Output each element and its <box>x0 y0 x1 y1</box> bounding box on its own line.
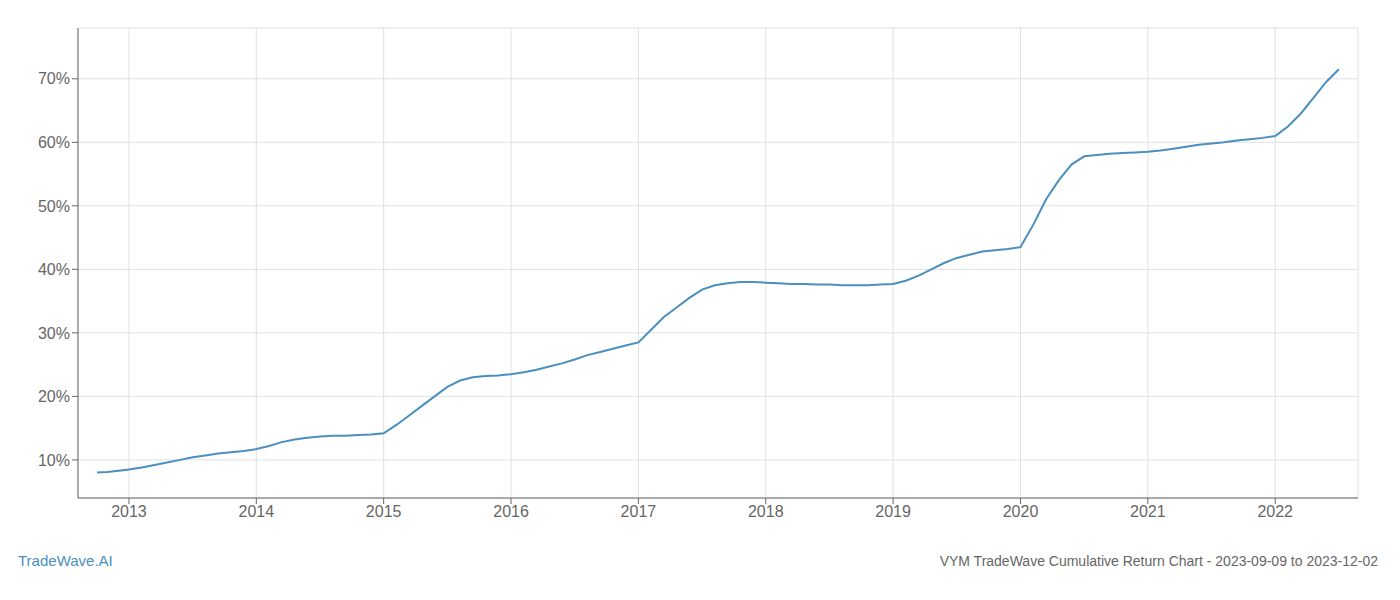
svg-text:40%: 40% <box>38 261 70 278</box>
svg-text:30%: 30% <box>38 325 70 342</box>
svg-text:2019: 2019 <box>875 503 911 520</box>
html-text:TradeWave.AI: TradeWave.AI <box>18 552 113 569</box>
svg-text:2022: 2022 <box>1257 503 1293 520</box>
svg-text:2018: 2018 <box>748 503 784 520</box>
svg-text:2013: 2013 <box>111 503 147 520</box>
svg-text:2015: 2015 <box>366 503 402 520</box>
svg-text:2016: 2016 <box>493 503 529 520</box>
svg-text:70%: 70% <box>38 70 70 87</box>
svg-text:2021: 2021 <box>1130 503 1166 520</box>
svg-text:2017: 2017 <box>621 503 657 520</box>
svg-text:60%: 60% <box>38 134 70 151</box>
svg-text:50%: 50% <box>38 198 70 215</box>
svg-text:2014: 2014 <box>239 503 275 520</box>
svg-text:10%: 10% <box>38 452 70 469</box>
svg-text:20%: 20% <box>38 388 70 405</box>
html-text:VYM TradeWave Cumulative Retur: VYM TradeWave Cumulative Return Chart - … <box>939 553 1378 569</box>
svg-text:2020: 2020 <box>1003 503 1039 520</box>
